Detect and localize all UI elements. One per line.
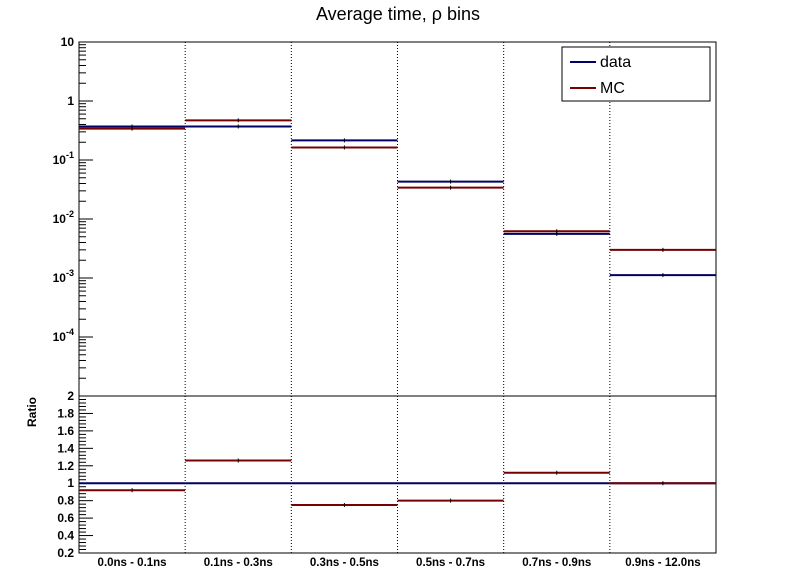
main-y-tick-label: 10-1 [53, 150, 74, 167]
main-y-tick-label: 10-2 [53, 209, 74, 226]
main-y-tick-label: 10-4 [53, 327, 74, 344]
x-category-label: 0.3ns - 0.5ns [310, 557, 379, 569]
ratio-axis-label: Ratio [25, 397, 39, 427]
ratio-y-tick-label: 1.4 [57, 441, 74, 455]
ratio-y-tick-label: 0.4 [57, 529, 74, 543]
chart-title: Average time, ρ bins [316, 4, 480, 24]
ratio-y-tick-label: 1 [67, 476, 74, 490]
ratio-y-tick-label: 1.2 [57, 459, 74, 473]
ratio-y-tick-label: 1.8 [57, 406, 74, 420]
x-category-label: 0.9ns - 12.0ns [625, 557, 700, 569]
ratio-y-tick-label: 0.6 [57, 511, 74, 525]
legend-label-data: data [600, 54, 631, 71]
x-category-label: 0.0ns - 0.1ns [98, 557, 167, 569]
x-category-label: 0.1ns - 0.3ns [204, 557, 273, 569]
legend-label-mc: MC [600, 80, 625, 97]
ratio-y-tick-label: 2 [67, 389, 74, 403]
main-y-tick-label: 1 [67, 94, 74, 108]
ratio-y-tick-label: 0.2 [57, 546, 74, 560]
main-y-tick-label: 10-3 [53, 268, 74, 285]
ratio-y-tick-label: 1.6 [57, 424, 74, 438]
legend: data MC [561, 46, 711, 102]
ratio-y-tick-label: 0.8 [57, 494, 74, 508]
ratio-panel: 0.2 0.4 0.6 0.8 1 1.2 1.4 1.6 1.8 2 0.0ns - 0.1ns 0… [57, 389, 717, 569]
main-y-tick-label: 10 [61, 35, 75, 49]
x-category-label: 0.5ns - 0.7ns [416, 557, 485, 569]
legend-box [561, 46, 711, 102]
x-category-label: 0.7ns - 0.9ns [522, 557, 591, 569]
